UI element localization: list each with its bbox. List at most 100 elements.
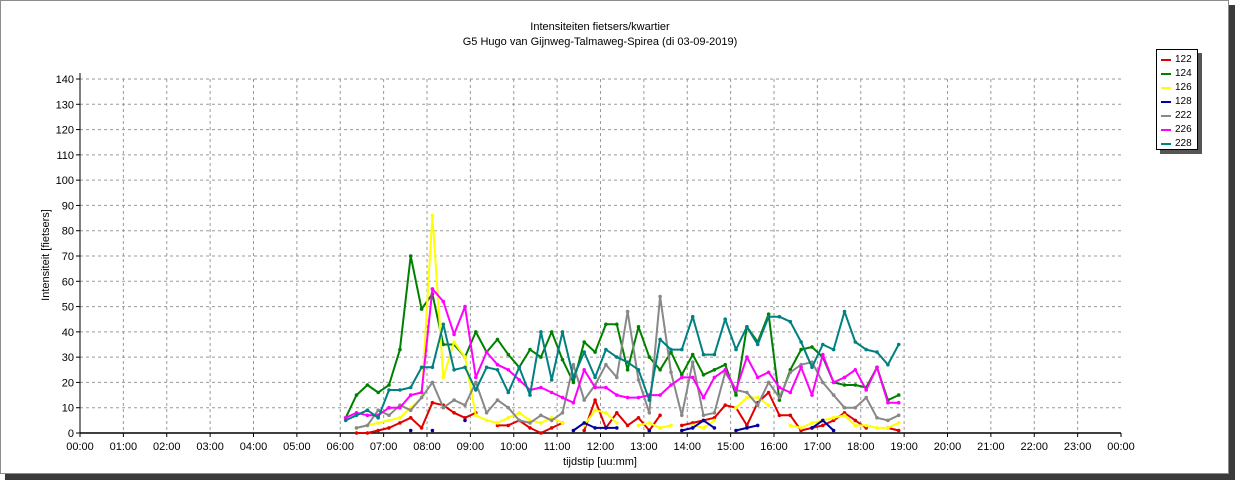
- data-point-226: [788, 390, 793, 395]
- data-point-126: [463, 355, 467, 359]
- x-tick-label: 15:00: [717, 441, 745, 453]
- data-point-124: [896, 393, 901, 397]
- data-point-126: [875, 426, 879, 430]
- data-point-126: [745, 395, 749, 400]
- data-point-124: [593, 350, 597, 354]
- data-point-228: [354, 413, 359, 418]
- data-point-226: [484, 350, 489, 354]
- data-point-226: [875, 365, 879, 370]
- data-point-124: [495, 337, 500, 342]
- data-point-122: [495, 423, 500, 428]
- data-point-222: [799, 362, 803, 367]
- y-tick-label: 140: [56, 74, 74, 86]
- data-point-226: [625, 395, 630, 400]
- data-point-226: [853, 368, 858, 372]
- data-point-228: [810, 365, 814, 370]
- data-point-222: [658, 294, 662, 299]
- data-point-228: [658, 337, 662, 342]
- data-point-128: [463, 418, 467, 423]
- y-tick-label: 110: [56, 150, 74, 162]
- legend-item-222: 222: [1161, 109, 1197, 122]
- data-point-228: [755, 342, 760, 347]
- data-point-128: [615, 426, 619, 430]
- data-point-228: [831, 347, 836, 352]
- data-point-228: [615, 355, 619, 359]
- data-point-124: [625, 368, 630, 372]
- data-point-226: [712, 375, 717, 380]
- data-point-126: [539, 421, 543, 425]
- data-point-226: [560, 395, 565, 400]
- data-point-226: [701, 395, 706, 400]
- data-point-122: [831, 418, 836, 423]
- data-point-226: [549, 390, 554, 395]
- data-point-228: [387, 388, 391, 392]
- x-tick-label: 10:00: [500, 441, 528, 453]
- y-tick-label: 60: [62, 276, 74, 288]
- y-tick-label: 130: [56, 99, 74, 111]
- legend-item-228: 228: [1161, 137, 1197, 150]
- data-point-126: [387, 418, 391, 423]
- data-point-124: [549, 330, 554, 334]
- data-point-126: [474, 413, 478, 418]
- data-point-226: [452, 332, 456, 337]
- x-tick-label: 21:00: [977, 441, 1005, 453]
- data-point-124: [376, 390, 381, 395]
- data-point-126: [441, 375, 446, 380]
- data-point-222: [549, 418, 554, 423]
- x-tick-label: 08:00: [413, 441, 441, 453]
- series-228: [343, 309, 901, 423]
- x-tick-label: 11:00: [544, 441, 571, 453]
- x-tick-label: 07:00: [370, 441, 398, 453]
- data-point-222: [495, 398, 500, 402]
- data-point-228: [539, 330, 543, 334]
- data-point-122: [398, 421, 402, 425]
- data-point-222: [582, 398, 586, 402]
- data-point-126: [896, 421, 901, 425]
- legend-swatch: [1161, 59, 1171, 61]
- x-tick-label: 01:00: [110, 441, 138, 453]
- data-point-128: [408, 428, 413, 433]
- data-point-122: [463, 416, 467, 420]
- data-point-228: [441, 322, 446, 327]
- data-point-128: [810, 426, 814, 430]
- data-point-222: [821, 380, 825, 385]
- data-point-122: [430, 400, 435, 405]
- legend-item-122: 122: [1161, 53, 1197, 66]
- data-point-226: [821, 352, 825, 357]
- data-point-222: [452, 398, 456, 402]
- data-point-128: [831, 428, 836, 433]
- data-point-226: [886, 400, 890, 405]
- x-tick-label: 16:00: [760, 441, 788, 453]
- data-point-122: [799, 428, 803, 433]
- data-point-226: [658, 393, 662, 397]
- x-axis-label: tijdstip [uu:mm]: [563, 456, 637, 468]
- data-point-228: [604, 347, 608, 352]
- data-point-228: [582, 350, 586, 354]
- data-point-128: [582, 421, 586, 425]
- data-point-124: [669, 350, 673, 354]
- data-point-222: [484, 411, 489, 415]
- legend-item-128: 128: [1161, 95, 1197, 108]
- data-point-126: [864, 423, 868, 428]
- y-tick-label: 80: [62, 226, 74, 238]
- data-point-126: [842, 413, 847, 418]
- data-point-124: [528, 347, 532, 352]
- legend-swatch: [1161, 101, 1171, 103]
- data-point-226: [474, 375, 478, 380]
- data-point-126: [755, 395, 760, 400]
- data-point-222: [615, 375, 619, 380]
- data-point-128: [712, 426, 717, 430]
- data-point-228: [864, 347, 868, 352]
- data-point-124: [441, 342, 446, 347]
- data-point-128: [821, 418, 825, 423]
- x-tick-label: 12:00: [587, 441, 615, 453]
- data-point-126: [810, 421, 814, 425]
- data-point-122: [745, 423, 749, 428]
- data-point-222: [430, 380, 435, 385]
- legend-label: 222: [1175, 110, 1192, 121]
- data-point-226: [831, 380, 836, 385]
- data-point-222: [408, 408, 413, 413]
- data-point-228: [734, 347, 738, 352]
- data-point-228: [343, 418, 348, 423]
- data-point-228: [853, 340, 858, 344]
